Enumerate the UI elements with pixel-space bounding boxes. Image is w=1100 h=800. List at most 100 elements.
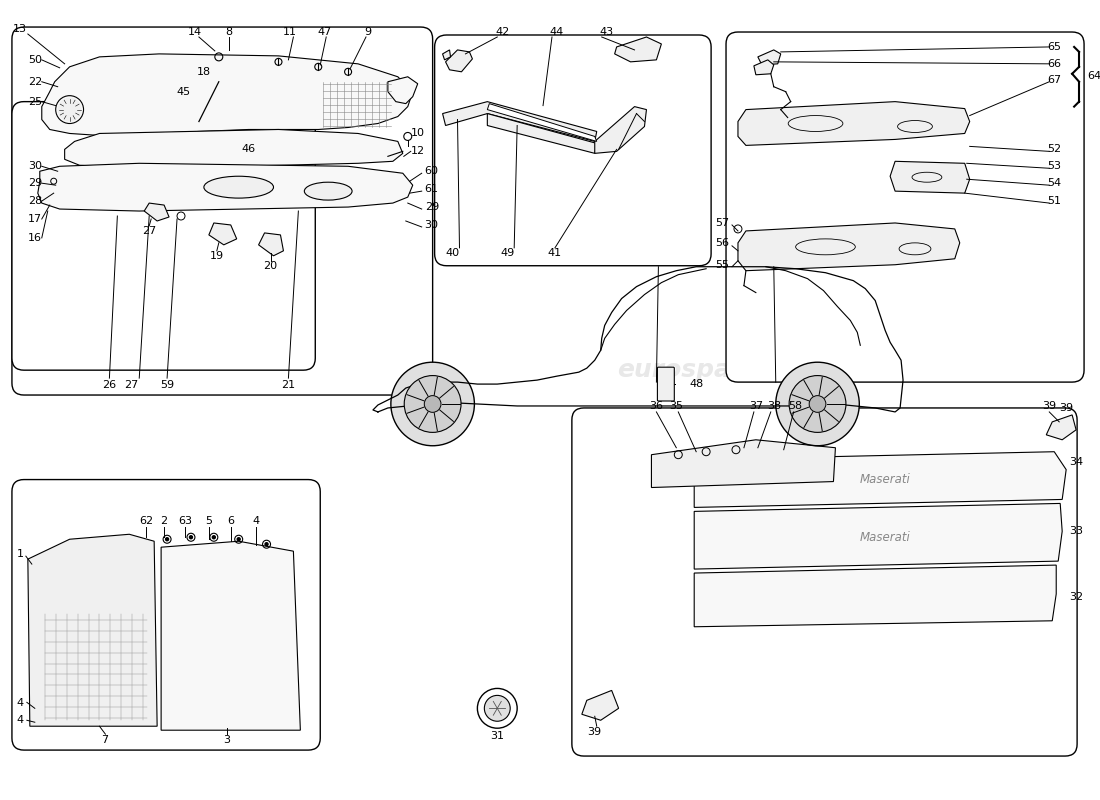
FancyBboxPatch shape	[12, 27, 432, 395]
FancyBboxPatch shape	[434, 35, 711, 266]
Text: 59: 59	[160, 380, 174, 390]
FancyBboxPatch shape	[658, 367, 674, 401]
Circle shape	[57, 98, 81, 122]
Text: 45: 45	[177, 86, 191, 97]
Text: 30: 30	[28, 162, 42, 171]
Text: 35: 35	[669, 401, 683, 411]
Text: 27: 27	[142, 226, 156, 236]
Polygon shape	[754, 60, 773, 74]
Polygon shape	[37, 163, 412, 211]
Circle shape	[189, 536, 192, 538]
Circle shape	[238, 538, 240, 541]
Text: 4: 4	[16, 715, 23, 726]
Text: 27: 27	[124, 380, 139, 390]
Text: 36: 36	[649, 401, 663, 411]
Circle shape	[789, 375, 846, 432]
Text: Maserati: Maserati	[860, 530, 911, 544]
Circle shape	[810, 396, 826, 412]
Text: eurospares: eurospares	[477, 199, 636, 223]
Text: 25: 25	[28, 97, 42, 106]
Polygon shape	[28, 534, 157, 726]
Circle shape	[265, 542, 268, 546]
Text: 33: 33	[1069, 526, 1084, 536]
Circle shape	[404, 375, 461, 432]
Text: 50: 50	[28, 55, 42, 65]
Ellipse shape	[204, 176, 274, 198]
Polygon shape	[487, 104, 596, 142]
Text: 64: 64	[1087, 70, 1100, 81]
Polygon shape	[694, 452, 1066, 507]
Polygon shape	[615, 37, 661, 62]
Text: eurospares: eurospares	[617, 567, 775, 591]
Text: 61: 61	[425, 184, 439, 194]
Text: 14: 14	[188, 27, 202, 37]
Text: 16: 16	[28, 233, 42, 243]
Text: 37: 37	[749, 401, 763, 411]
Text: 8: 8	[226, 27, 232, 37]
Text: 10: 10	[410, 129, 425, 138]
Polygon shape	[144, 203, 169, 221]
Text: 48: 48	[689, 379, 703, 389]
Circle shape	[776, 362, 859, 446]
Text: 63: 63	[178, 516, 192, 526]
Text: eurospares: eurospares	[617, 358, 775, 382]
Circle shape	[425, 396, 441, 412]
Text: 3: 3	[223, 735, 230, 745]
Text: eurospares: eurospares	[130, 199, 288, 223]
Polygon shape	[442, 102, 596, 142]
Polygon shape	[595, 106, 647, 154]
Text: 49: 49	[500, 248, 515, 258]
Polygon shape	[1046, 415, 1076, 440]
Polygon shape	[582, 690, 618, 720]
Text: 65: 65	[1047, 42, 1062, 52]
Text: 20: 20	[264, 261, 277, 270]
Text: 19: 19	[210, 250, 224, 261]
Text: 4: 4	[16, 698, 23, 708]
Polygon shape	[258, 233, 284, 256]
Polygon shape	[388, 77, 418, 104]
Text: 34: 34	[1069, 457, 1084, 466]
Text: 12: 12	[410, 146, 425, 156]
Polygon shape	[738, 102, 970, 146]
Circle shape	[212, 536, 216, 538]
Polygon shape	[209, 223, 236, 245]
Text: 47: 47	[317, 27, 331, 37]
FancyBboxPatch shape	[12, 102, 316, 370]
Text: 40: 40	[446, 248, 460, 258]
Polygon shape	[694, 565, 1056, 626]
Polygon shape	[446, 50, 472, 72]
Text: 44: 44	[550, 27, 564, 37]
Text: 38: 38	[767, 401, 781, 411]
Text: 57: 57	[715, 218, 729, 228]
Text: 11: 11	[283, 27, 296, 37]
Text: 58: 58	[789, 401, 803, 411]
FancyBboxPatch shape	[12, 479, 320, 750]
Polygon shape	[758, 50, 781, 65]
Text: 29: 29	[28, 178, 42, 188]
Text: 22: 22	[28, 77, 42, 86]
Text: 46: 46	[242, 144, 255, 154]
Text: 42: 42	[495, 27, 509, 37]
Text: 4: 4	[252, 516, 260, 526]
Text: 62: 62	[139, 516, 153, 526]
Text: 56: 56	[715, 238, 729, 248]
Text: 1: 1	[16, 549, 23, 559]
Text: 43: 43	[600, 27, 614, 37]
Text: 29: 29	[425, 202, 439, 212]
Circle shape	[484, 695, 510, 722]
Text: Maserati: Maserati	[860, 473, 911, 486]
Text: 66: 66	[1047, 59, 1062, 69]
Text: 26: 26	[102, 380, 117, 390]
Text: 52: 52	[1047, 144, 1062, 154]
Text: 7: 7	[101, 735, 108, 745]
Text: 39: 39	[1042, 401, 1056, 411]
Text: 2: 2	[161, 516, 167, 526]
Polygon shape	[890, 162, 970, 193]
Text: 21: 21	[282, 380, 296, 390]
Polygon shape	[161, 542, 300, 730]
Circle shape	[166, 538, 168, 541]
Text: 5: 5	[206, 516, 212, 526]
Text: 30: 30	[425, 220, 439, 230]
Text: 6: 6	[228, 516, 234, 526]
Polygon shape	[651, 440, 835, 487]
